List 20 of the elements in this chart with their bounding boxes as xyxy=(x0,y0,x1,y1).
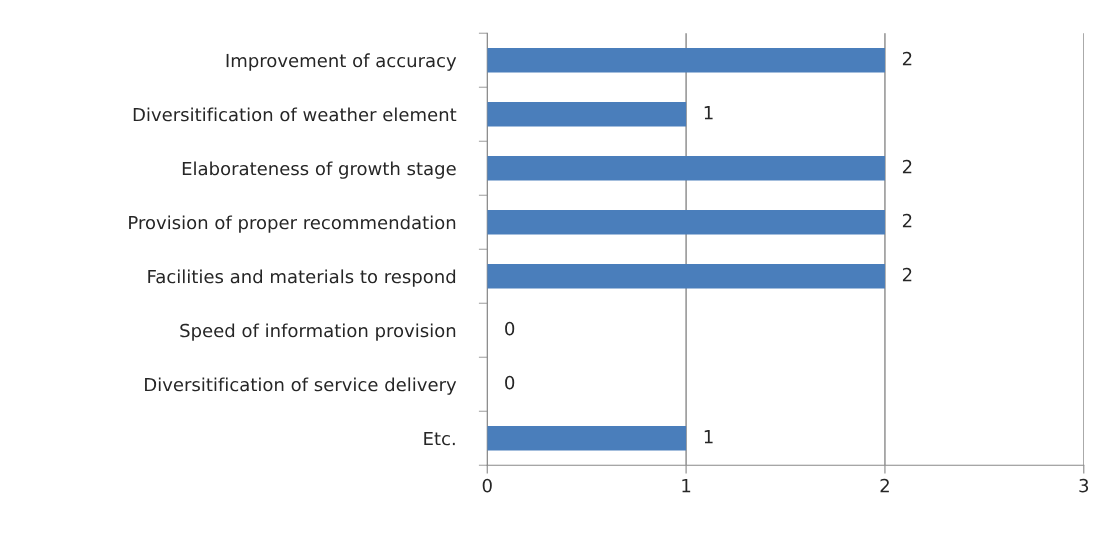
data-label: 0 xyxy=(505,375,515,390)
data-label: 2 xyxy=(902,267,912,282)
x-tick-label: 1 xyxy=(682,479,691,493)
x-tick-label: 0 xyxy=(482,478,492,493)
data-label: 2 xyxy=(902,213,912,228)
data-label: 1 xyxy=(704,106,713,120)
x-tick-label: 3 xyxy=(1079,478,1089,493)
y-tick-label: Improvement of accuracy xyxy=(226,53,457,71)
y-tick-label: Etc. xyxy=(424,431,455,446)
data-label: 0 xyxy=(505,321,515,336)
data-label: 2 xyxy=(902,51,912,66)
y-tick-label: Diversitification of service delivery xyxy=(145,377,457,395)
data-label: 1 xyxy=(704,430,713,444)
x-tick-label: 2 xyxy=(880,478,889,493)
y-tick-label: Provision of proper recommendation xyxy=(129,215,456,233)
data-label: 2 xyxy=(902,159,912,174)
y-tick-label: Elaborateness of growth stage xyxy=(182,161,456,179)
y-tick-label: Speed of information provision xyxy=(180,323,456,341)
y-tick-label: Facilities and materials to respond xyxy=(148,269,456,287)
y-tick-label: Diversitification of weather element xyxy=(133,107,457,122)
